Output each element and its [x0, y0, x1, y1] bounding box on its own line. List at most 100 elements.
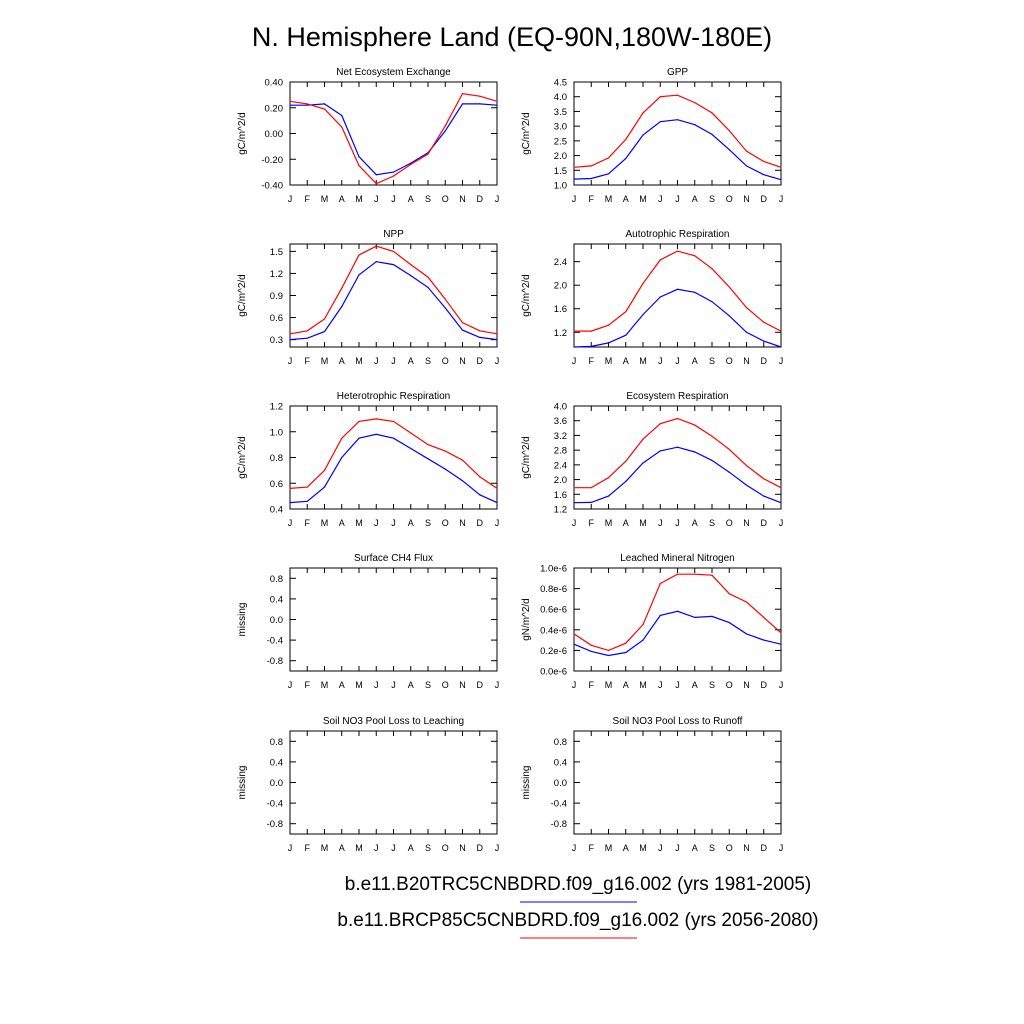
y-tick-label: 0.9	[270, 291, 283, 302]
data-point	[392, 175, 395, 177]
data-point	[780, 346, 782, 348]
data-point	[496, 333, 498, 335]
data-point	[461, 103, 464, 105]
data-point	[607, 157, 610, 159]
y-tick-label: 0.4e-6	[540, 625, 567, 636]
data-point	[410, 163, 412, 165]
data-point	[461, 329, 464, 331]
data-point	[625, 334, 627, 336]
data-point	[358, 420, 360, 423]
data-point	[780, 166, 782, 168]
data-point	[728, 621, 730, 624]
y-tick-label: 4.0	[554, 402, 567, 413]
x-tick-label: O	[442, 194, 449, 204]
y-axis-label: missing	[237, 766, 248, 800]
x-tick-label: A	[623, 843, 629, 853]
x-tick-label: M	[355, 518, 363, 528]
data-point	[711, 133, 713, 135]
y-tick-label: 0.8	[554, 737, 567, 748]
y-tick-label: -0.20	[261, 155, 283, 166]
data-point	[392, 264, 395, 266]
data-point	[607, 324, 610, 326]
plot-frame	[289, 730, 498, 835]
y-tick-label: 2.4	[554, 460, 567, 471]
data-point	[341, 126, 343, 128]
x-tick-label: J	[374, 356, 379, 366]
data-point	[625, 642, 627, 644]
data-point	[427, 444, 429, 446]
series-line-case2	[289, 418, 498, 489]
x-tick-label: O	[726, 843, 733, 853]
y-tick-label: 3.6	[554, 416, 567, 427]
page-title: N. Hemisphere Land (EQ-90N,180W-180E)	[252, 22, 772, 52]
data-point	[289, 104, 291, 106]
data-point	[694, 424, 696, 426]
x-tick-label: M	[605, 843, 613, 853]
data-point	[780, 502, 782, 504]
y-tick-label: 1.2	[554, 328, 567, 339]
y-axis-label: gC/m^2/d	[237, 112, 248, 155]
x-tick-label: D	[761, 356, 768, 366]
data-point	[763, 639, 765, 641]
y-tick-label: 0.4	[270, 757, 283, 768]
series-line-case2	[574, 417, 782, 489]
panel-title: Net Ecosystem Exchange	[336, 67, 451, 78]
x-tick-label: A	[339, 194, 345, 204]
data-point	[410, 432, 412, 434]
x-tick-label: J	[391, 194, 396, 204]
data-point	[427, 276, 429, 278]
data-point	[711, 112, 713, 114]
data-point	[444, 307, 446, 309]
y-tick-label: 0.2e-6	[540, 646, 567, 657]
y-tick-label: 2.5	[554, 136, 567, 147]
panel-title: Leached Mineral Nitrogen	[620, 553, 735, 564]
data-point	[625, 138, 627, 140]
x-tick-label: J	[288, 680, 293, 690]
y-tick-label: 1.2	[270, 402, 283, 413]
x-tick-label: J	[495, 518, 500, 528]
data-point	[642, 282, 644, 285]
x-tick-label: D	[761, 843, 768, 853]
data-point	[780, 487, 782, 489]
data-point	[573, 346, 575, 348]
data-point	[358, 274, 360, 276]
x-tick-label: D	[477, 194, 484, 204]
x-tick-label: A	[408, 356, 414, 366]
data-point	[496, 100, 498, 102]
x-tick-label: N	[459, 194, 466, 204]
x-tick-label: A	[408, 194, 414, 204]
data-point	[289, 333, 291, 335]
x-tick-label: M	[605, 680, 613, 690]
x-tick-label: F	[305, 518, 311, 528]
data-point	[694, 124, 696, 126]
x-tick-label: M	[321, 843, 329, 853]
y-tick-label: 0.8	[270, 737, 283, 748]
y-tick-label: -0.8	[551, 819, 567, 830]
data-point	[676, 417, 679, 420]
y-tick-label: 0.00	[265, 129, 284, 140]
x-tick-label: M	[639, 843, 647, 853]
x-tick-label: M	[605, 194, 613, 204]
x-tick-label: J	[779, 518, 784, 528]
data-point	[780, 643, 782, 645]
y-axis-label: gN/m^2/d	[521, 598, 532, 641]
y-tick-label: 0.6	[270, 313, 283, 324]
data-point	[745, 306, 748, 309]
x-tick-label: A	[339, 680, 345, 690]
x-tick-label: J	[675, 518, 680, 528]
x-tick-label: J	[572, 518, 577, 528]
data-point	[711, 301, 713, 303]
legend-label-case1: b.e11.B20TRC5CNBDRD.f09_g16.002 (yrs 198…	[345, 874, 811, 895]
x-tick-label: S	[709, 518, 715, 528]
data-point	[444, 468, 446, 470]
data-point	[659, 121, 661, 123]
y-tick-label: 0.20	[265, 103, 284, 114]
data-point	[323, 469, 326, 471]
data-point	[392, 171, 395, 173]
x-tick-label: J	[288, 518, 293, 528]
x-tick-label: J	[495, 356, 500, 366]
data-point	[642, 112, 644, 114]
